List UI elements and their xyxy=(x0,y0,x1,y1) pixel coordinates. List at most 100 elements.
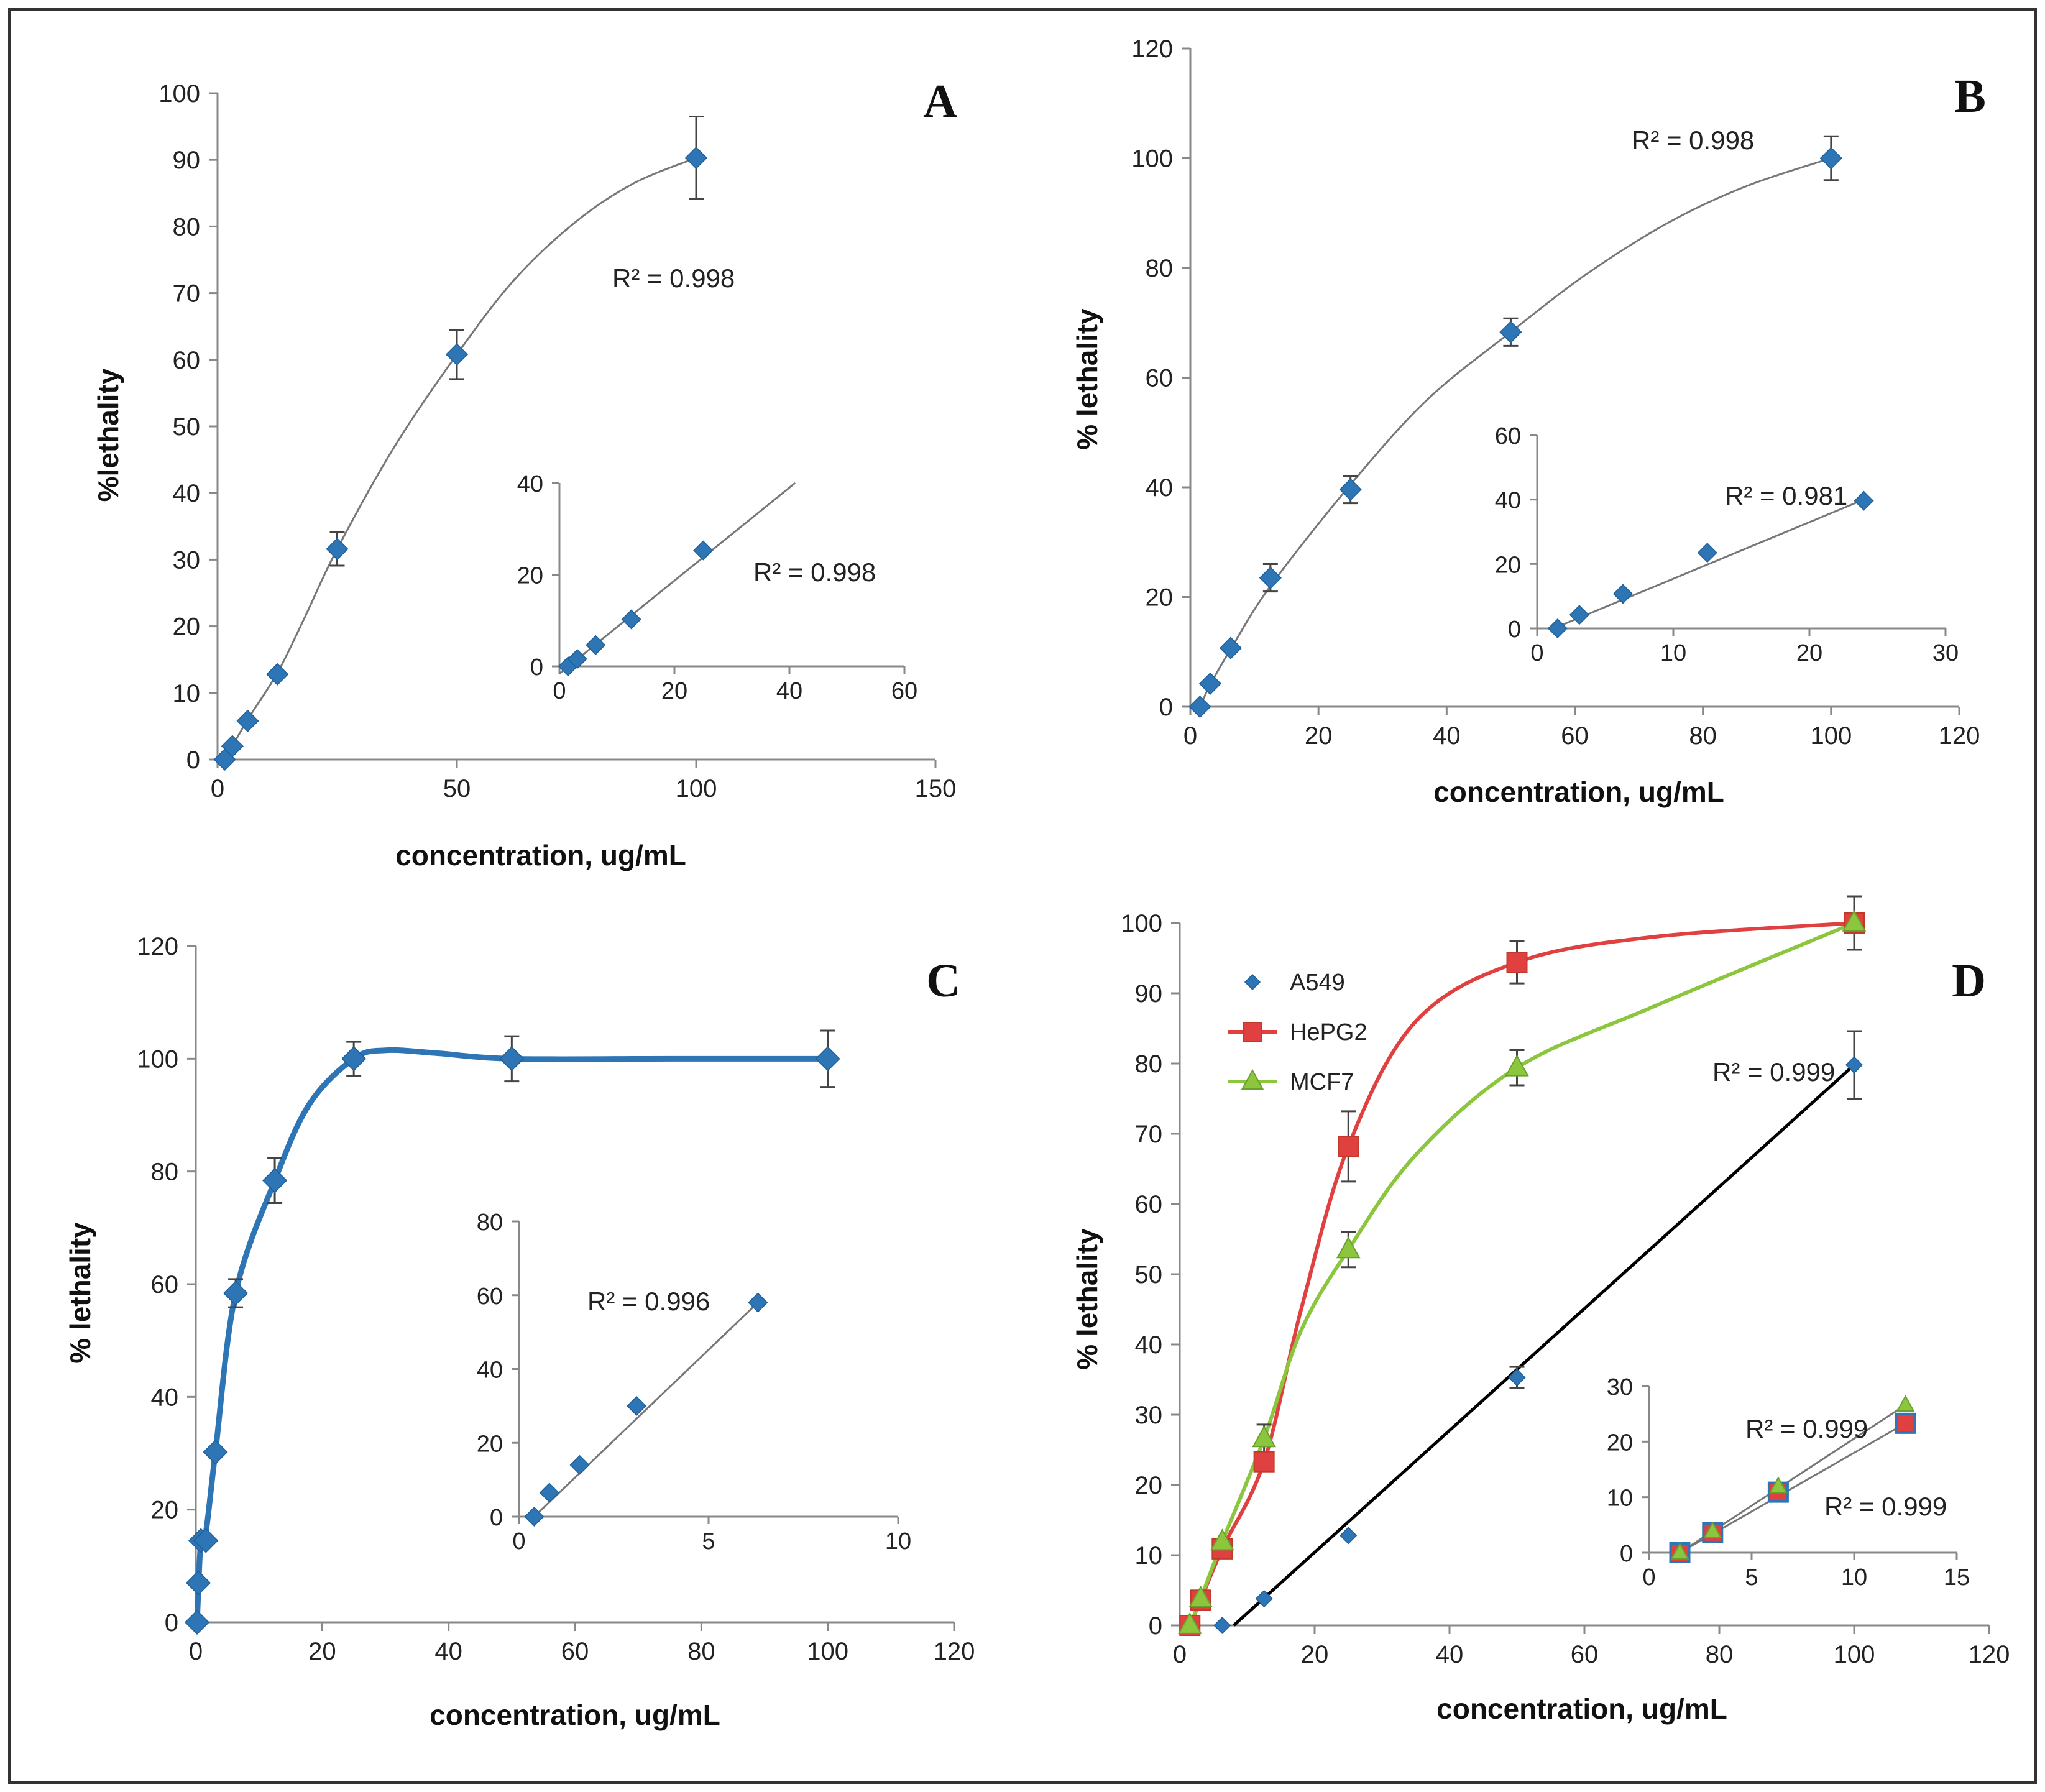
inset-data-point-mcf7 xyxy=(1703,1521,1722,1538)
inset-data-point-b xyxy=(1612,584,1634,604)
y-tick-label: 30 xyxy=(1135,1402,1163,1429)
legend-marker-mcf7 xyxy=(1241,1068,1264,1090)
inset-c-y-tick-label: 0 xyxy=(490,1505,503,1531)
inset-c-y-tick-label: 80 xyxy=(477,1210,503,1236)
series-line-c xyxy=(194,1047,828,1623)
x-tick-label: 40 xyxy=(1436,1641,1464,1668)
inset-b-y-tick-label: 20 xyxy=(1495,552,1521,578)
y-tick-label: 60 xyxy=(173,347,201,374)
inset-b-x-tick-label: 10 xyxy=(1660,640,1686,666)
legend-marker-hepg2 xyxy=(1243,1022,1262,1042)
inset-data-point-hepg2 xyxy=(1895,1412,1916,1434)
y-tick-label: 80 xyxy=(1146,255,1174,282)
data-point-mcf7 xyxy=(1842,909,1867,932)
inset-a-y-tick-label: 0 xyxy=(530,655,543,681)
data-point-c xyxy=(184,1609,210,1635)
data-point-mcf7 xyxy=(1336,1236,1361,1259)
data-point-b xyxy=(1339,478,1362,501)
data-point-a549 xyxy=(1340,1527,1358,1545)
y-tick-label: 60 xyxy=(1146,365,1174,392)
x-tick-label: 60 xyxy=(561,1638,589,1665)
inset-fit-line-b xyxy=(1557,499,1865,628)
data-point-b xyxy=(1499,321,1522,344)
x-tick-label: 100 xyxy=(1834,1641,1875,1668)
x-tick-label: 120 xyxy=(934,1638,975,1665)
data-point-a xyxy=(221,735,244,758)
data-point-mcf7 xyxy=(1210,1528,1234,1551)
y-tick-label: 40 xyxy=(151,1384,179,1411)
data-point-c xyxy=(499,1046,525,1072)
x-tick-label: 60 xyxy=(1561,722,1589,750)
data-point-a xyxy=(684,146,708,170)
data-point-c xyxy=(815,1046,840,1072)
inset-data-point-c xyxy=(627,1395,647,1416)
x-tick-label: 120 xyxy=(1939,722,1980,750)
inset-c-y-tick-label: 20 xyxy=(477,1431,503,1457)
inset-c-y-tick-label: 60 xyxy=(477,1284,503,1310)
legend-marker-a549 xyxy=(1244,973,1261,991)
data-point-b xyxy=(1259,566,1282,589)
y-tick-label: 80 xyxy=(151,1159,179,1186)
inset-d-y-tick-label: 10 xyxy=(1607,1486,1633,1512)
data-point-b xyxy=(1188,695,1211,719)
data-point-c xyxy=(186,1570,211,1596)
inset-data-point-a xyxy=(693,540,714,561)
inset-d-y-tick-label: 20 xyxy=(1607,1430,1633,1456)
inset-data-point-a xyxy=(567,649,587,669)
inset-data-point-c xyxy=(524,1506,545,1527)
y-tick-label: 70 xyxy=(173,280,201,308)
data-point-a549 xyxy=(1845,1056,1863,1074)
inset-data-point-b xyxy=(1569,605,1589,625)
inset-data-point-c xyxy=(569,1454,590,1475)
data-point-mcf7 xyxy=(1505,1054,1529,1077)
data-point-c xyxy=(223,1280,249,1306)
data-point-b xyxy=(1819,147,1842,170)
y-tick-label: 120 xyxy=(137,933,178,960)
fit-line-a549 xyxy=(1233,1064,1855,1627)
data-point-c xyxy=(341,1046,367,1072)
inset-data-point-c xyxy=(539,1482,559,1503)
y-tick-label: 20 xyxy=(151,1497,179,1524)
x-tick-label: 100 xyxy=(1810,722,1852,750)
inset-b-y-tick-label: 40 xyxy=(1495,488,1521,514)
inset-c-x-tick-label: 0 xyxy=(512,1528,525,1555)
figure-border xyxy=(8,8,2037,1784)
data-point-mcf7 xyxy=(1252,1425,1276,1448)
inset-data-point-b xyxy=(1854,490,1874,511)
x-tick-label: 20 xyxy=(308,1638,336,1665)
x-tick-label: 20 xyxy=(1305,722,1333,750)
data-point-b xyxy=(1198,672,1222,695)
inset-b-y-tick-label: 60 xyxy=(1495,423,1521,449)
y-tick-label: 100 xyxy=(1131,145,1173,173)
inset-data-point-mcf7 xyxy=(1769,1476,1788,1494)
data-point-a549 xyxy=(1508,1369,1526,1387)
y-tick-label: 80 xyxy=(173,213,201,241)
y-tick-label: 10 xyxy=(173,680,201,707)
x-tick-label: 0 xyxy=(1173,1641,1187,1668)
y-tick-label: 100 xyxy=(1121,910,1162,937)
panel-label-b: B xyxy=(1954,70,1986,122)
y-tick-label: 20 xyxy=(1135,1472,1163,1499)
y-tick-label: 50 xyxy=(173,413,201,441)
x-tick-label: 50 xyxy=(443,775,471,802)
x-tick-label: 60 xyxy=(1571,1641,1599,1668)
x-tick-label: 80 xyxy=(687,1638,715,1665)
r2-main-b: R² = 0.998 xyxy=(1632,126,1754,155)
y-axis-label-a: %lethality xyxy=(92,368,124,502)
inset-b-x-tick-label: 20 xyxy=(1796,640,1822,666)
data-point-a xyxy=(445,343,469,366)
data-point-c xyxy=(193,1528,219,1553)
y-tick-label: 100 xyxy=(159,80,200,108)
y-tick-label: 0 xyxy=(1159,694,1173,721)
x-tick-label: 80 xyxy=(1689,722,1717,750)
data-point-mcf7 xyxy=(1177,1612,1202,1634)
data-point-hepg2 xyxy=(1338,1136,1359,1157)
data-point-c xyxy=(203,1440,228,1465)
data-point-b xyxy=(1219,636,1243,659)
data-point-a xyxy=(326,538,349,561)
inset-b-x-tick-label: 0 xyxy=(1530,640,1543,666)
y-tick-label: 50 xyxy=(1135,1261,1163,1289)
inset-d-x-tick-label: 15 xyxy=(1944,1565,1970,1591)
